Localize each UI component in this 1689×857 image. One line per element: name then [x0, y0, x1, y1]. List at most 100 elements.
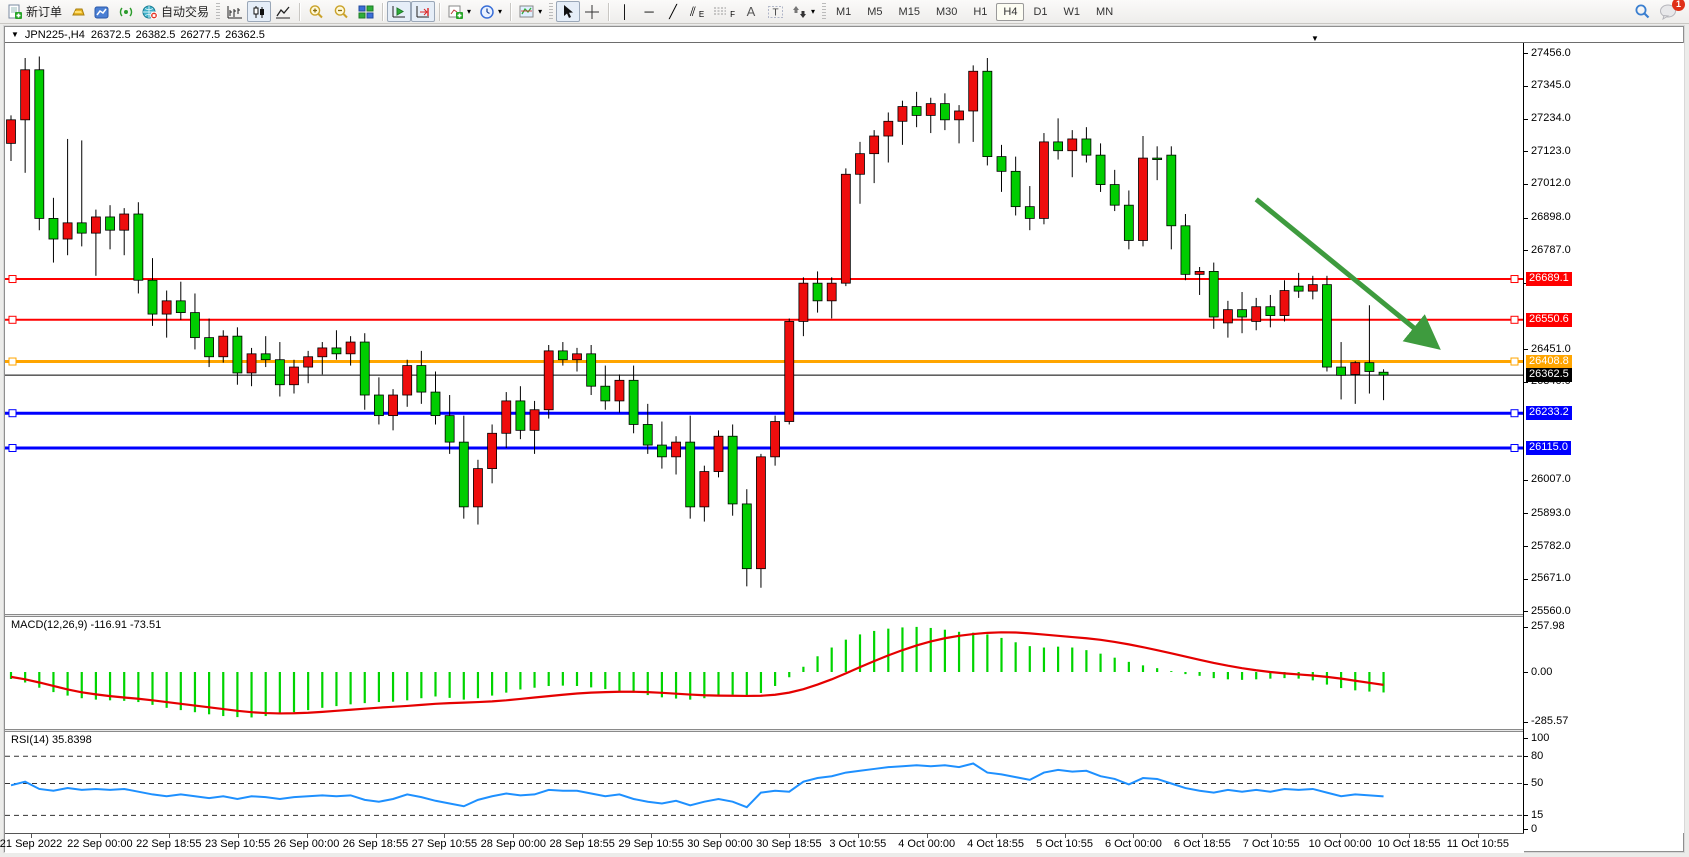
timeframe-button-m30[interactable]: M30 — [935, 5, 958, 18]
bullish-candle — [91, 216, 101, 234]
line-handle[interactable] — [8, 409, 17, 418]
time-tick-mark — [1202, 834, 1204, 838]
crosshair-tool-button[interactable] — [580, 1, 604, 22]
macd-tick-label: 0.00 — [1531, 665, 1553, 678]
autotrade-label: 自动交易 — [161, 5, 210, 19]
bullish-candle — [62, 222, 73, 240]
bearish-candle — [1095, 154, 1106, 185]
line-handle[interactable] — [1510, 275, 1519, 284]
bearish-candle — [190, 312, 200, 339]
text-tool-button[interactable]: A — [739, 1, 763, 22]
timeframe-button-h1[interactable]: H1 — [973, 5, 988, 18]
zoom-in-button[interactable] — [304, 1, 329, 22]
shapes-tool-button[interactable]: ▾ — [788, 1, 819, 22]
time-axis[interactable]: 21 Sep 2022 22 Sep 00:00 22 Sep 18:55 23 Se… — [0, 833, 1524, 853]
macd-panel[interactable] — [5, 618, 1524, 729]
time-tick-mark — [513, 834, 515, 838]
text-label-icon: T — [767, 5, 783, 18]
toolbar-grip — [216, 2, 221, 21]
price-axis[interactable]: 27456.0 27345.0 27234.0 27123.0 27012.0 26898… — [1523, 43, 1684, 835]
line-handle[interactable] — [8, 315, 17, 324]
text-label-tool-button[interactable]: T — [763, 1, 788, 22]
auto-scroll-icon — [392, 5, 406, 17]
rsi-panel[interactable] — [5, 732, 1524, 833]
bullish-candle — [840, 173, 851, 284]
dropdown-arrow-icon: ▾ — [498, 7, 503, 16]
timeframe-button-m5[interactable]: M5 — [867, 5, 883, 18]
line-handle[interactable] — [1510, 357, 1519, 366]
rsi-tick-mark — [1524, 815, 1528, 817]
bullish-candle — [345, 341, 356, 355]
bearish-candle — [1123, 204, 1134, 241]
time-tick-mark — [788, 834, 790, 838]
period-button[interactable]: ▾ — [475, 1, 506, 22]
line-handle[interactable] — [1510, 315, 1519, 324]
candle-chart-mode-button[interactable] — [247, 1, 272, 22]
bearish-candle — [1364, 362, 1375, 372]
autotrade-button[interactable]: 自动交易 — [138, 1, 213, 22]
line-handle[interactable] — [8, 357, 17, 366]
down-arrow-annotation[interactable] — [1254, 197, 1441, 350]
cursor-tool-button[interactable] — [556, 1, 581, 22]
chart-shift-button[interactable] — [411, 1, 436, 22]
price-tick-label: 26898.0 — [1531, 211, 1571, 224]
tile-windows-button[interactable] — [354, 1, 378, 22]
time-axis-label: 28 Sep 00:00 — [480, 838, 547, 850]
zoom-out-icon — [334, 4, 348, 18]
panel-separator[interactable] — [5, 729, 1683, 732]
bullish-candle — [289, 366, 299, 386]
cloud-chart-icon — [94, 6, 109, 18]
charts-cloud-button[interactable] — [90, 1, 114, 22]
line-handle[interactable] — [8, 275, 17, 284]
template-button[interactable]: ▾ — [515, 1, 546, 22]
timeframe-button-m1[interactable]: M1 — [835, 5, 852, 18]
autotrade-globe-icon — [142, 5, 158, 19]
vline-tool-button[interactable]: │ — [613, 1, 637, 22]
add-indicator-button[interactable]: ▾ — [444, 1, 475, 22]
clock-icon — [480, 4, 494, 19]
bullish-candle — [826, 282, 837, 302]
market-watch-button[interactable] — [66, 1, 90, 22]
timeframe-button-w1[interactable]: W1 — [1063, 5, 1081, 18]
price-tick-mark — [1524, 118, 1528, 120]
time-tick-mark — [926, 834, 928, 838]
search-button[interactable] — [1629, 1, 1655, 22]
channel-tool-button[interactable]: ⫽ E — [685, 1, 709, 22]
vertical-line-icon: │ — [621, 4, 630, 19]
toolbar-separator — [608, 2, 610, 21]
signals-button[interactable] — [114, 1, 138, 22]
bearish-candle — [642, 424, 653, 446]
main-price-panel[interactable] — [5, 43, 1524, 614]
timeframe-button-h4[interactable]: H4 — [996, 2, 1025, 21]
bearish-candle — [940, 103, 950, 121]
symbol-dropdown-icon[interactable]: ▼ — [11, 30, 19, 39]
fibonacci-tool-button[interactable]: F — [709, 1, 739, 22]
timeframe-button-m15[interactable]: M15 — [898, 5, 920, 18]
price-tick-label: 25782.0 — [1531, 539, 1571, 552]
chart-titlebar[interactable]: ▼ JPN225-,H4 26372.5 26382.5 26277.5 263… — [5, 27, 1683, 43]
bullish-candle — [473, 468, 483, 508]
price-tick-mark — [1524, 151, 1528, 153]
line-handle[interactable] — [1510, 409, 1519, 418]
line-chart-mode-button[interactable] — [271, 1, 295, 22]
bar-chart-mode-button[interactable] — [223, 1, 247, 22]
chart-shift-marker-icon[interactable]: ▼ — [1311, 34, 1319, 43]
line-handle[interactable] — [1510, 444, 1519, 453]
bearish-candle — [1010, 170, 1021, 208]
timeframe-button-mn[interactable]: MN — [1096, 5, 1114, 18]
new-order-button[interactable]: 新订单 — [3, 1, 66, 22]
zoom-out-button[interactable] — [329, 1, 354, 22]
auto-scroll-button[interactable] — [387, 1, 412, 22]
hline-tool-button[interactable]: ─ — [637, 1, 661, 22]
timeframe-button-d1[interactable]: D1 — [1033, 5, 1048, 18]
time-axis-label: 10 Oct 18:55 — [1377, 838, 1441, 850]
time-axis-label: 26 Sep 18:55 — [342, 838, 409, 850]
price-tick-label: 26007.0 — [1531, 473, 1571, 486]
bearish-candle — [76, 222, 87, 234]
level-price-tag: 26408.8 — [1526, 354, 1572, 369]
notifications-button[interactable]: 1 — [1655, 0, 1685, 22]
trendline-tool-button[interactable]: ╱ — [661, 1, 685, 22]
panel-separator[interactable] — [5, 614, 1683, 617]
bullish-candle — [1350, 362, 1361, 375]
line-handle[interactable] — [8, 444, 17, 453]
